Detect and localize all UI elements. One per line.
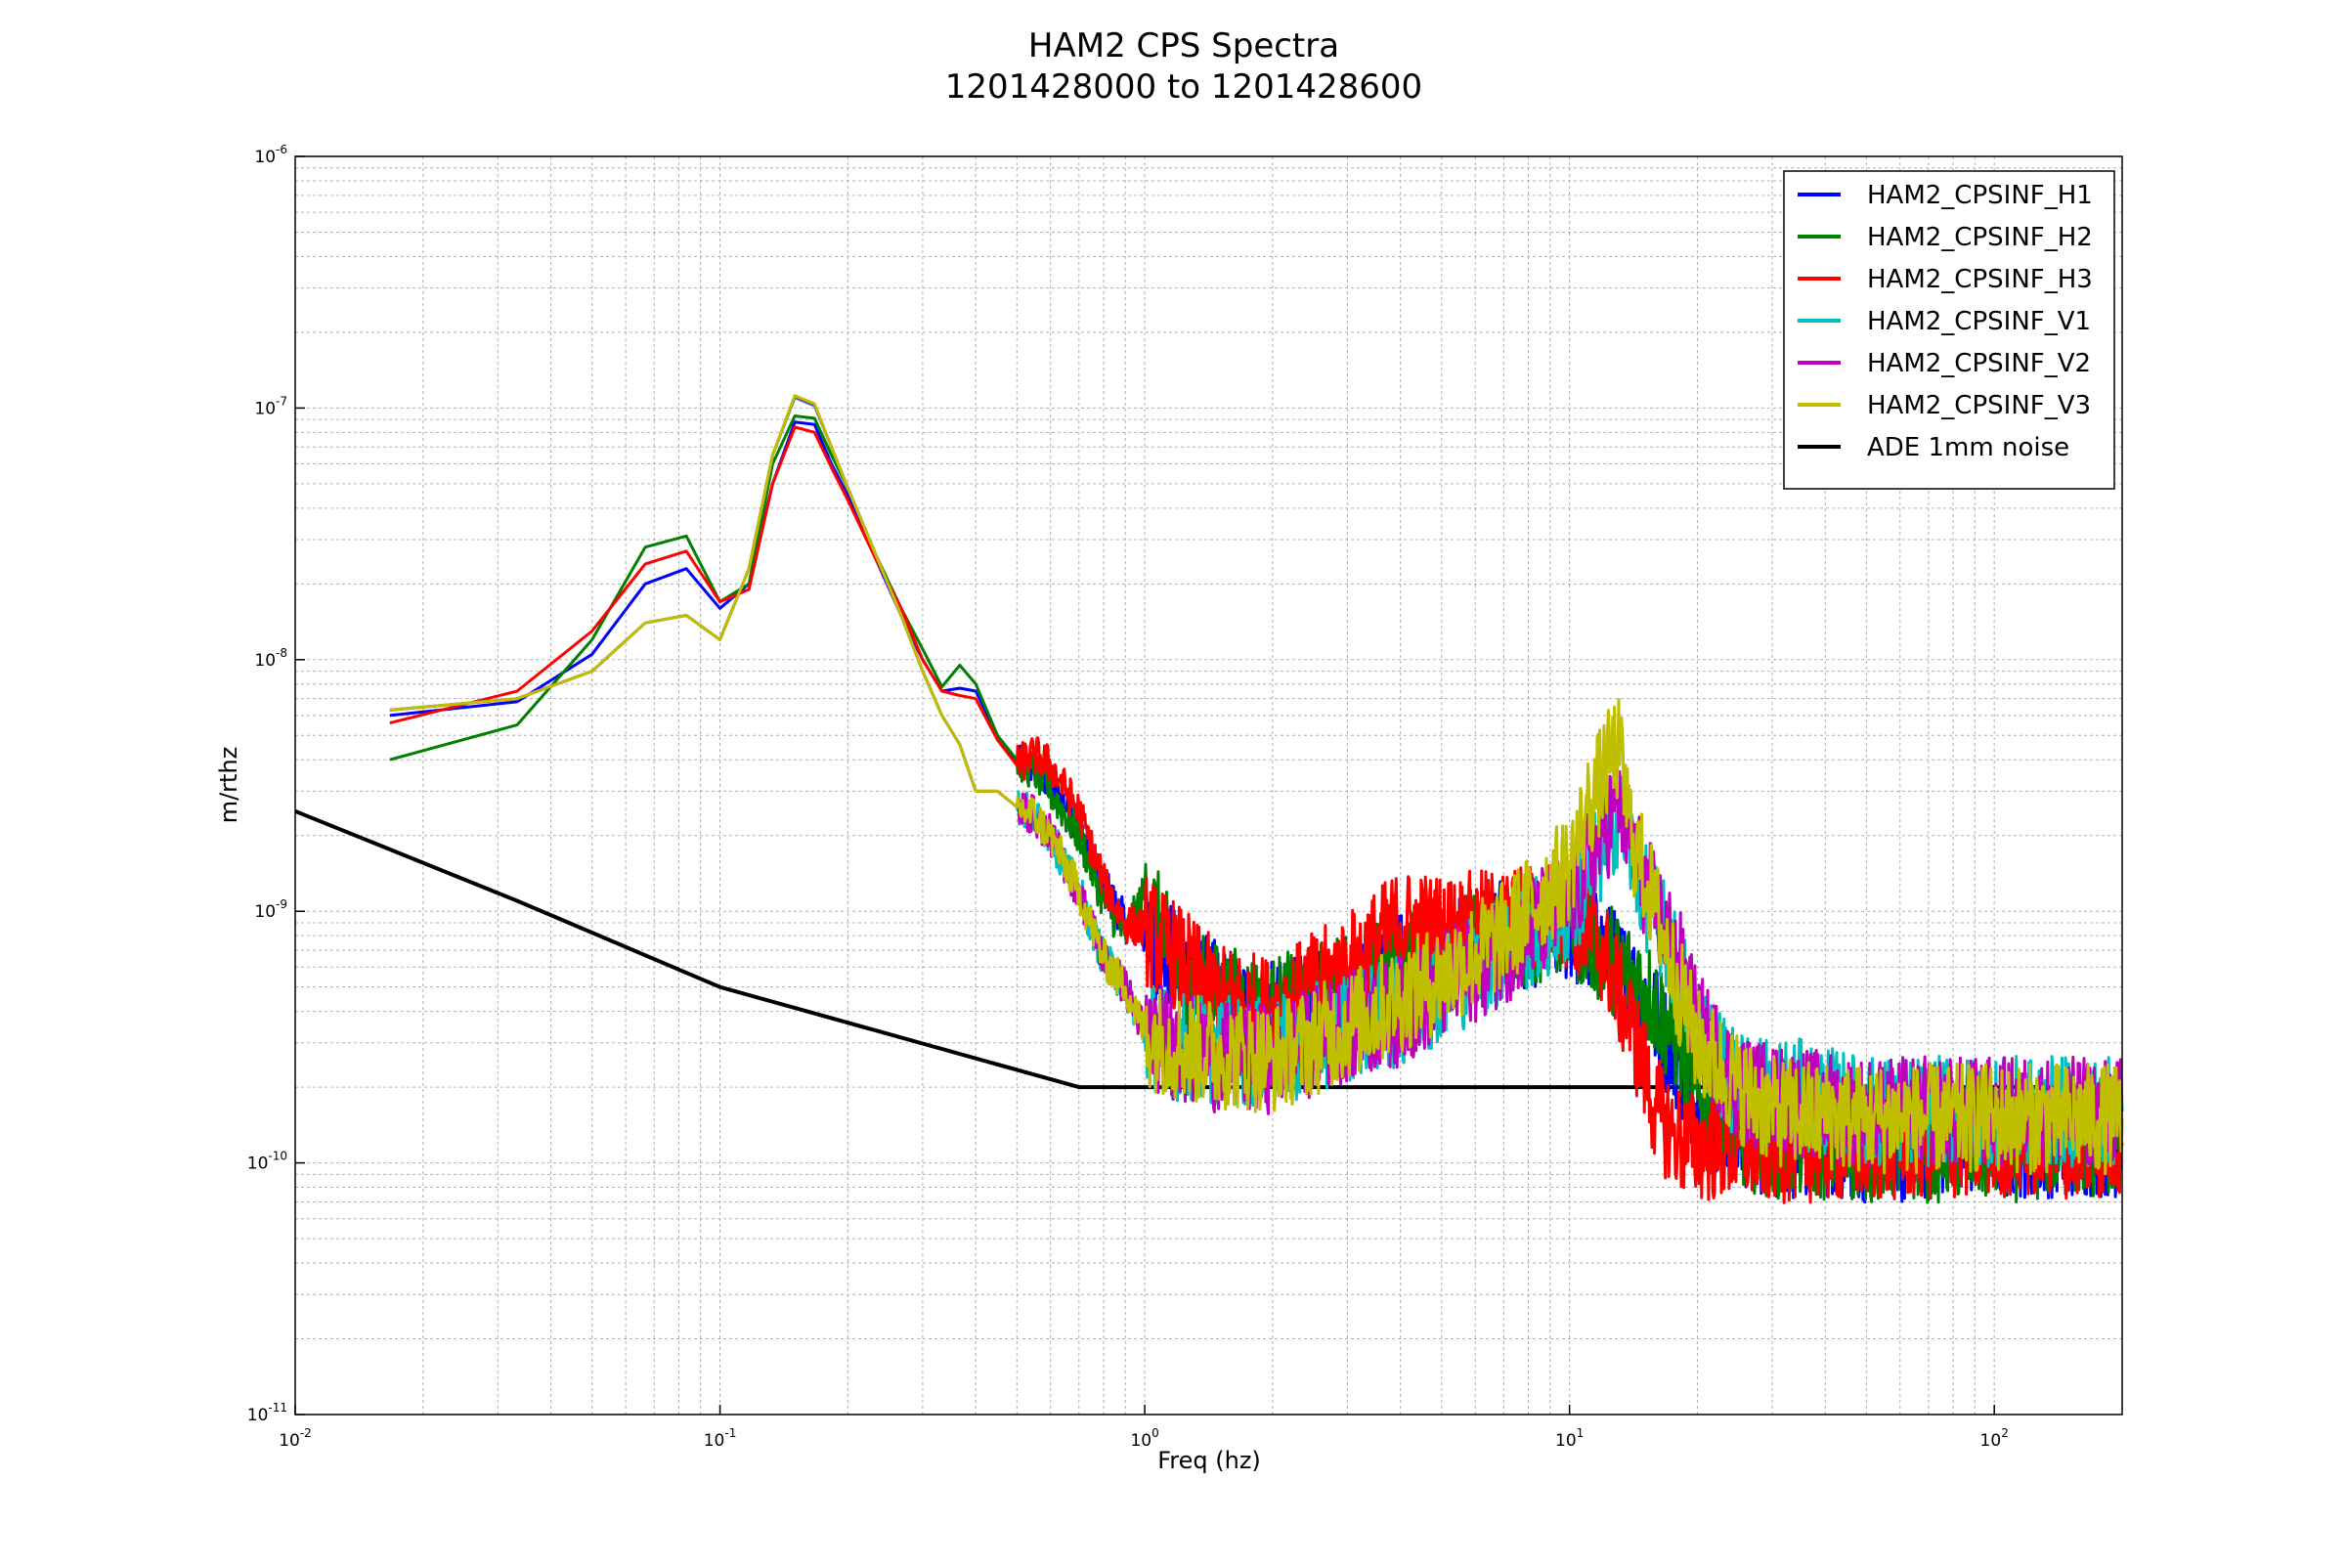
legend-box bbox=[1783, 170, 2115, 490]
y-tick-exponent: -10 bbox=[268, 1150, 287, 1163]
legend-label: HAM2_CPSINF_H1 bbox=[1867, 181, 2093, 210]
y-tick-base: 10 bbox=[254, 902, 276, 922]
x-tick-base: 10 bbox=[1555, 1431, 1577, 1451]
reference-line bbox=[294, 808, 2122, 1090]
y-tick-label: 10-7 bbox=[254, 394, 287, 418]
x-tick-base: 10 bbox=[1980, 1431, 2002, 1451]
plot-frame bbox=[294, 155, 2123, 1416]
x-tick-base: 10 bbox=[279, 1431, 300, 1451]
x-tick-exponent: 1 bbox=[1577, 1426, 1585, 1440]
y-tick-exponent: -8 bbox=[276, 646, 287, 660]
y-tick-label: 10-8 bbox=[254, 646, 287, 671]
legend-label: HAM2_CPSINF_H2 bbox=[1867, 223, 2093, 252]
x-tick-label: 102 bbox=[1980, 1426, 2009, 1451]
x-tick-label: 101 bbox=[1555, 1426, 1584, 1451]
series-line bbox=[389, 394, 2124, 1176]
y-tick-base: 10 bbox=[254, 651, 276, 671]
x-tick-label: 10-2 bbox=[279, 1426, 312, 1451]
x-axis-label: Freq (hz) bbox=[1157, 1447, 1261, 1474]
y-axis-label: m/rthz bbox=[215, 747, 242, 824]
x-tick-base: 10 bbox=[1130, 1431, 1151, 1451]
y-tick-base: 10 bbox=[254, 148, 276, 167]
x-tick-exponent: 0 bbox=[1151, 1426, 1159, 1440]
y-tick-label: 10-10 bbox=[247, 1150, 287, 1174]
x-tick-base: 10 bbox=[704, 1431, 725, 1451]
legend: HAM2_CPSINF_H1 HAM2_CPSINF_H2 HAM2_CPSINF_… bbox=[1783, 170, 2115, 490]
legend-label: HAM2_CPSINF_H3 bbox=[1867, 265, 2093, 294]
chart-title: HAM2 CPS Spectra bbox=[1028, 26, 1339, 65]
x-tick-exponent: -2 bbox=[300, 1426, 312, 1440]
y-tick-exponent: -7 bbox=[276, 394, 287, 408]
legend-label: HAM2_CPSINF_V3 bbox=[1867, 391, 2091, 420]
x-tick-exponent: 2 bbox=[2001, 1426, 2009, 1440]
axis-ticks: 10-2 10-1 100 101 10210-1110-1010-910-810-71… bbox=[247, 143, 2009, 1451]
y-tick-exponent: -6 bbox=[276, 143, 287, 156]
y-tick-base: 10 bbox=[247, 1406, 269, 1425]
legend-label: HAM2_CPSINF_V1 bbox=[1867, 307, 2091, 336]
grid-lines bbox=[295, 156, 2122, 1415]
y-tick-base: 10 bbox=[247, 1154, 269, 1174]
x-tick-label: 10-1 bbox=[704, 1426, 737, 1451]
chart-subtitle: 1201428000 to 1201428600 bbox=[945, 67, 1422, 107]
y-tick-exponent: -9 bbox=[276, 897, 287, 911]
x-tick-label: 100 bbox=[1130, 1426, 1158, 1451]
y-tick-label: 10-11 bbox=[247, 1401, 287, 1425]
series-lines bbox=[389, 394, 2124, 1204]
y-tick-base: 10 bbox=[254, 399, 276, 418]
x-tick-exponent: -1 bbox=[724, 1426, 736, 1440]
y-tick-exponent: -11 bbox=[268, 1401, 287, 1415]
y-tick-label: 10-9 bbox=[254, 897, 287, 922]
y-tick-label: 10-6 bbox=[254, 143, 287, 167]
series-layer bbox=[294, 808, 2122, 1090]
legend-label: ADE 1mm noise bbox=[1867, 433, 2069, 462]
legend-label: HAM2_CPSINF_V2 bbox=[1867, 349, 2091, 378]
